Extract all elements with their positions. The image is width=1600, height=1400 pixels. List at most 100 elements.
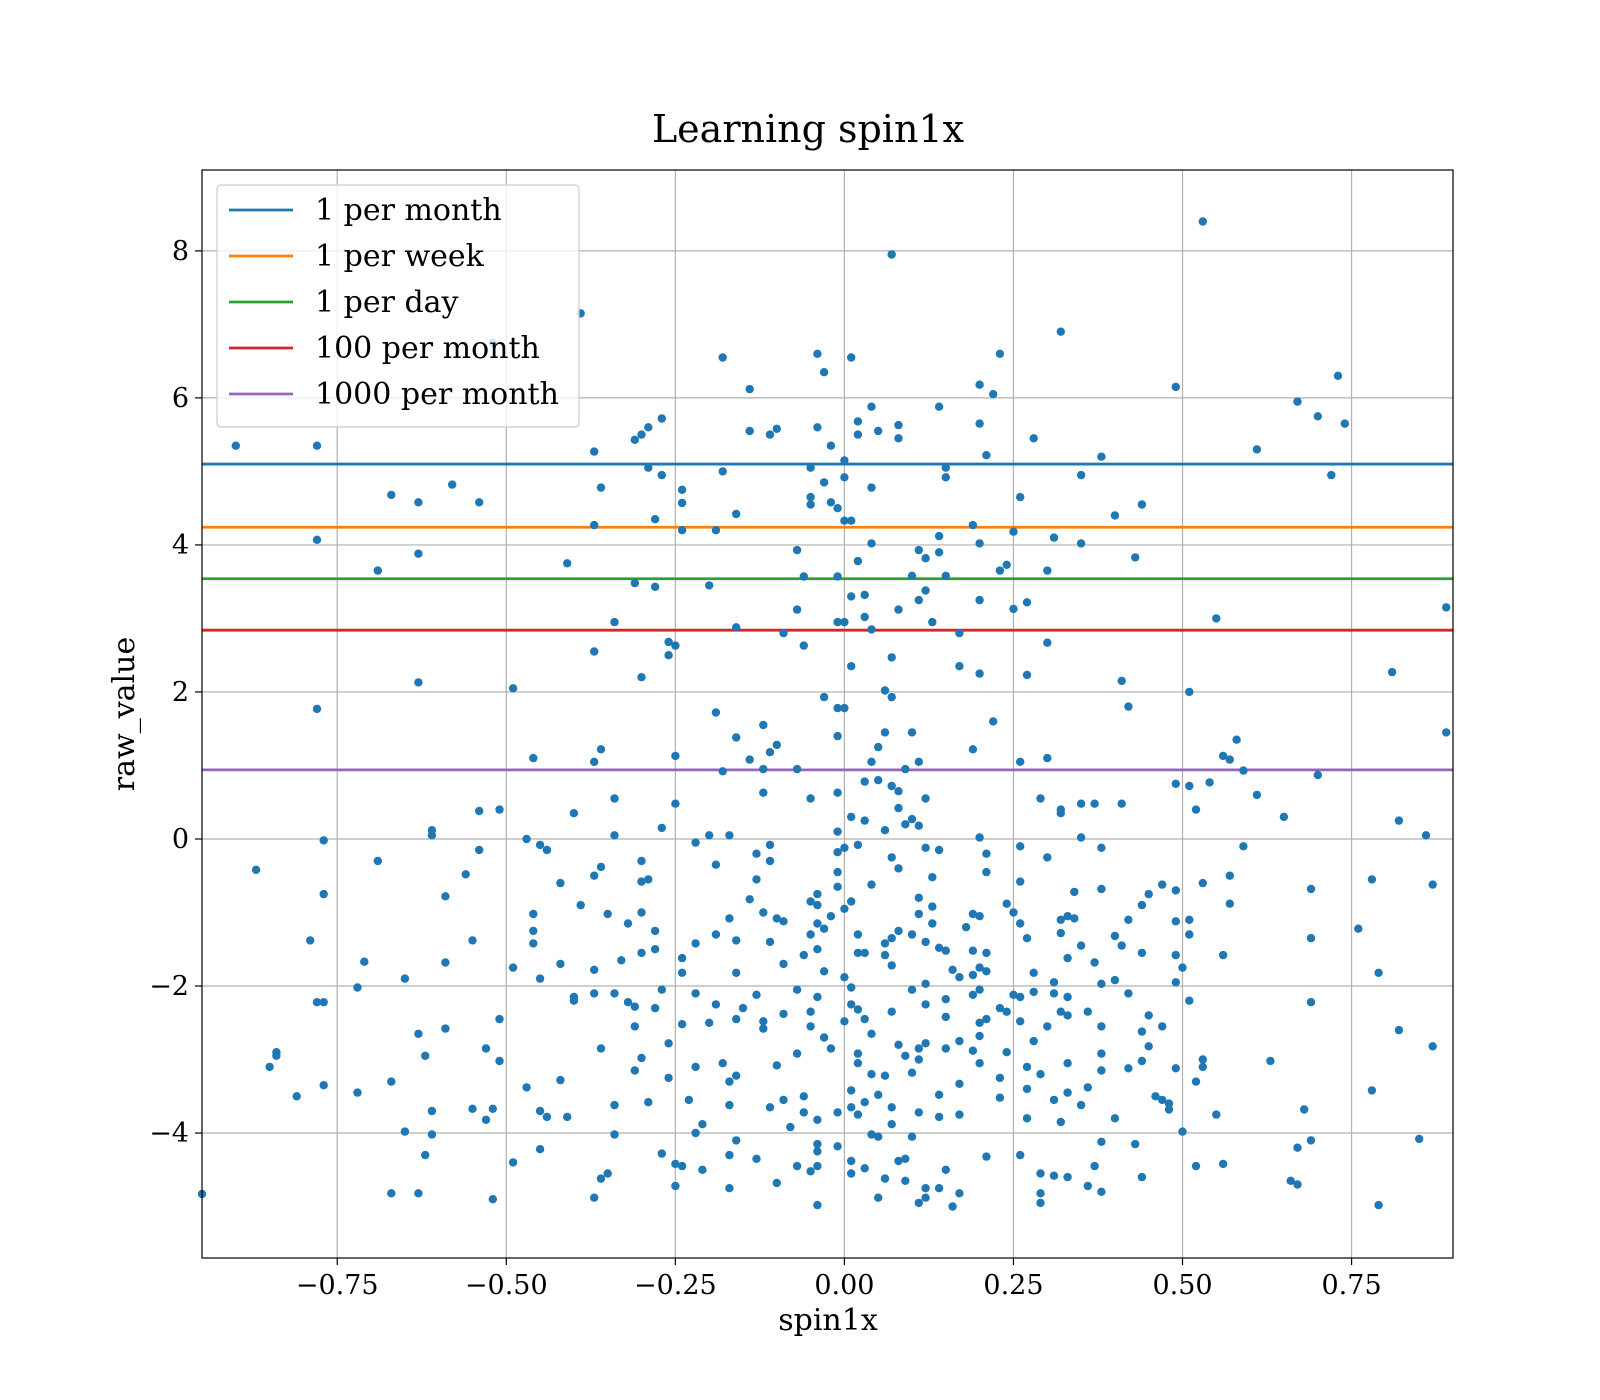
data-point — [914, 909, 923, 919]
data-point — [1063, 1172, 1072, 1182]
x-tick-label: −0.75 — [296, 1270, 379, 1301]
data-point — [650, 515, 660, 524]
data-point — [894, 787, 903, 796]
data-point — [968, 520, 978, 530]
data-point — [400, 974, 410, 983]
data-point — [941, 1044, 950, 1053]
data-point — [867, 880, 876, 889]
data-point — [887, 1103, 896, 1112]
data-point — [1043, 853, 1052, 862]
data-point — [975, 380, 984, 389]
data-point — [799, 950, 808, 960]
data-point — [1415, 1134, 1424, 1144]
data-point — [1387, 667, 1397, 677]
data-point — [319, 836, 328, 845]
data-point — [414, 1029, 423, 1039]
data-point — [596, 1044, 606, 1053]
data-point — [657, 1149, 666, 1158]
data-point — [1144, 889, 1153, 899]
data-point — [556, 1075, 565, 1085]
data-point — [1063, 1088, 1072, 1097]
data-point — [1218, 1159, 1228, 1169]
data-point — [874, 776, 883, 785]
data-point — [414, 678, 423, 687]
data-point — [1333, 371, 1343, 380]
data-point — [813, 992, 822, 1002]
data-point — [529, 753, 538, 763]
data-point — [914, 1044, 923, 1053]
data-point — [360, 957, 369, 966]
data-point — [1239, 842, 1248, 851]
data-point — [806, 1167, 815, 1176]
data-point — [664, 651, 673, 660]
data-point — [914, 545, 923, 555]
data-point — [1097, 979, 1106, 988]
data-point — [975, 595, 984, 605]
data-point — [1002, 1007, 1011, 1016]
data-point — [650, 582, 660, 591]
data-point — [894, 926, 903, 936]
data-point — [684, 1095, 694, 1105]
data-point — [495, 1014, 504, 1024]
y-tick-label: −4 — [149, 1118, 189, 1149]
data-point — [779, 1095, 788, 1105]
data-point — [847, 662, 856, 671]
data-point — [819, 924, 829, 933]
data-point — [644, 875, 653, 884]
data-point — [732, 1136, 741, 1145]
data-point — [975, 1059, 984, 1068]
data-point — [1313, 770, 1323, 780]
data-point — [569, 809, 579, 818]
data-point — [860, 777, 869, 786]
data-point — [1171, 1064, 1181, 1073]
data-point — [1218, 950, 1228, 960]
data-point — [1049, 978, 1059, 987]
y-tick-label: 2 — [172, 677, 189, 708]
data-point — [921, 979, 930, 988]
data-point — [732, 1014, 741, 1024]
data-point — [251, 865, 261, 874]
data-point — [914, 1108, 923, 1117]
data-point — [698, 1120, 707, 1129]
data-point — [610, 617, 619, 627]
data-point — [657, 414, 666, 423]
data-point — [982, 867, 991, 877]
x-tick-label: 0.00 — [814, 1270, 874, 1301]
data-point — [481, 1044, 491, 1053]
data-point — [637, 856, 646, 866]
data-point — [414, 1189, 423, 1198]
data-point — [508, 1158, 518, 1167]
data-point — [867, 757, 876, 766]
data-point — [677, 968, 687, 977]
data-point — [1306, 934, 1316, 943]
data-point — [1056, 1117, 1066, 1127]
x-tick-label: 0.75 — [1322, 1270, 1382, 1301]
data-point — [691, 939, 700, 948]
data-point — [867, 402, 876, 411]
data-point — [1293, 397, 1302, 406]
data-point — [1036, 1198, 1045, 1208]
data-point — [427, 831, 437, 840]
data-point — [1009, 604, 1018, 614]
data-point — [1225, 871, 1235, 880]
data-point — [1185, 915, 1194, 924]
data-point — [948, 1202, 957, 1211]
y-tick-label: −2 — [149, 971, 189, 1002]
data-point — [725, 1077, 734, 1086]
data-point — [779, 1009, 788, 1019]
data-point — [603, 909, 612, 919]
data-point — [1428, 880, 1437, 889]
data-point — [725, 1100, 734, 1110]
data-point — [596, 483, 606, 492]
data-point — [934, 1112, 944, 1122]
data-point — [644, 1098, 653, 1107]
data-point — [671, 1159, 680, 1169]
legend-label: 1 per month — [315, 193, 502, 228]
data-point — [847, 1086, 856, 1095]
data-point — [1124, 1064, 1133, 1073]
data-point — [914, 757, 923, 766]
data-point — [975, 1018, 984, 1027]
data-point — [590, 965, 599, 974]
data-point — [1043, 753, 1052, 763]
data-point — [1070, 887, 1079, 897]
